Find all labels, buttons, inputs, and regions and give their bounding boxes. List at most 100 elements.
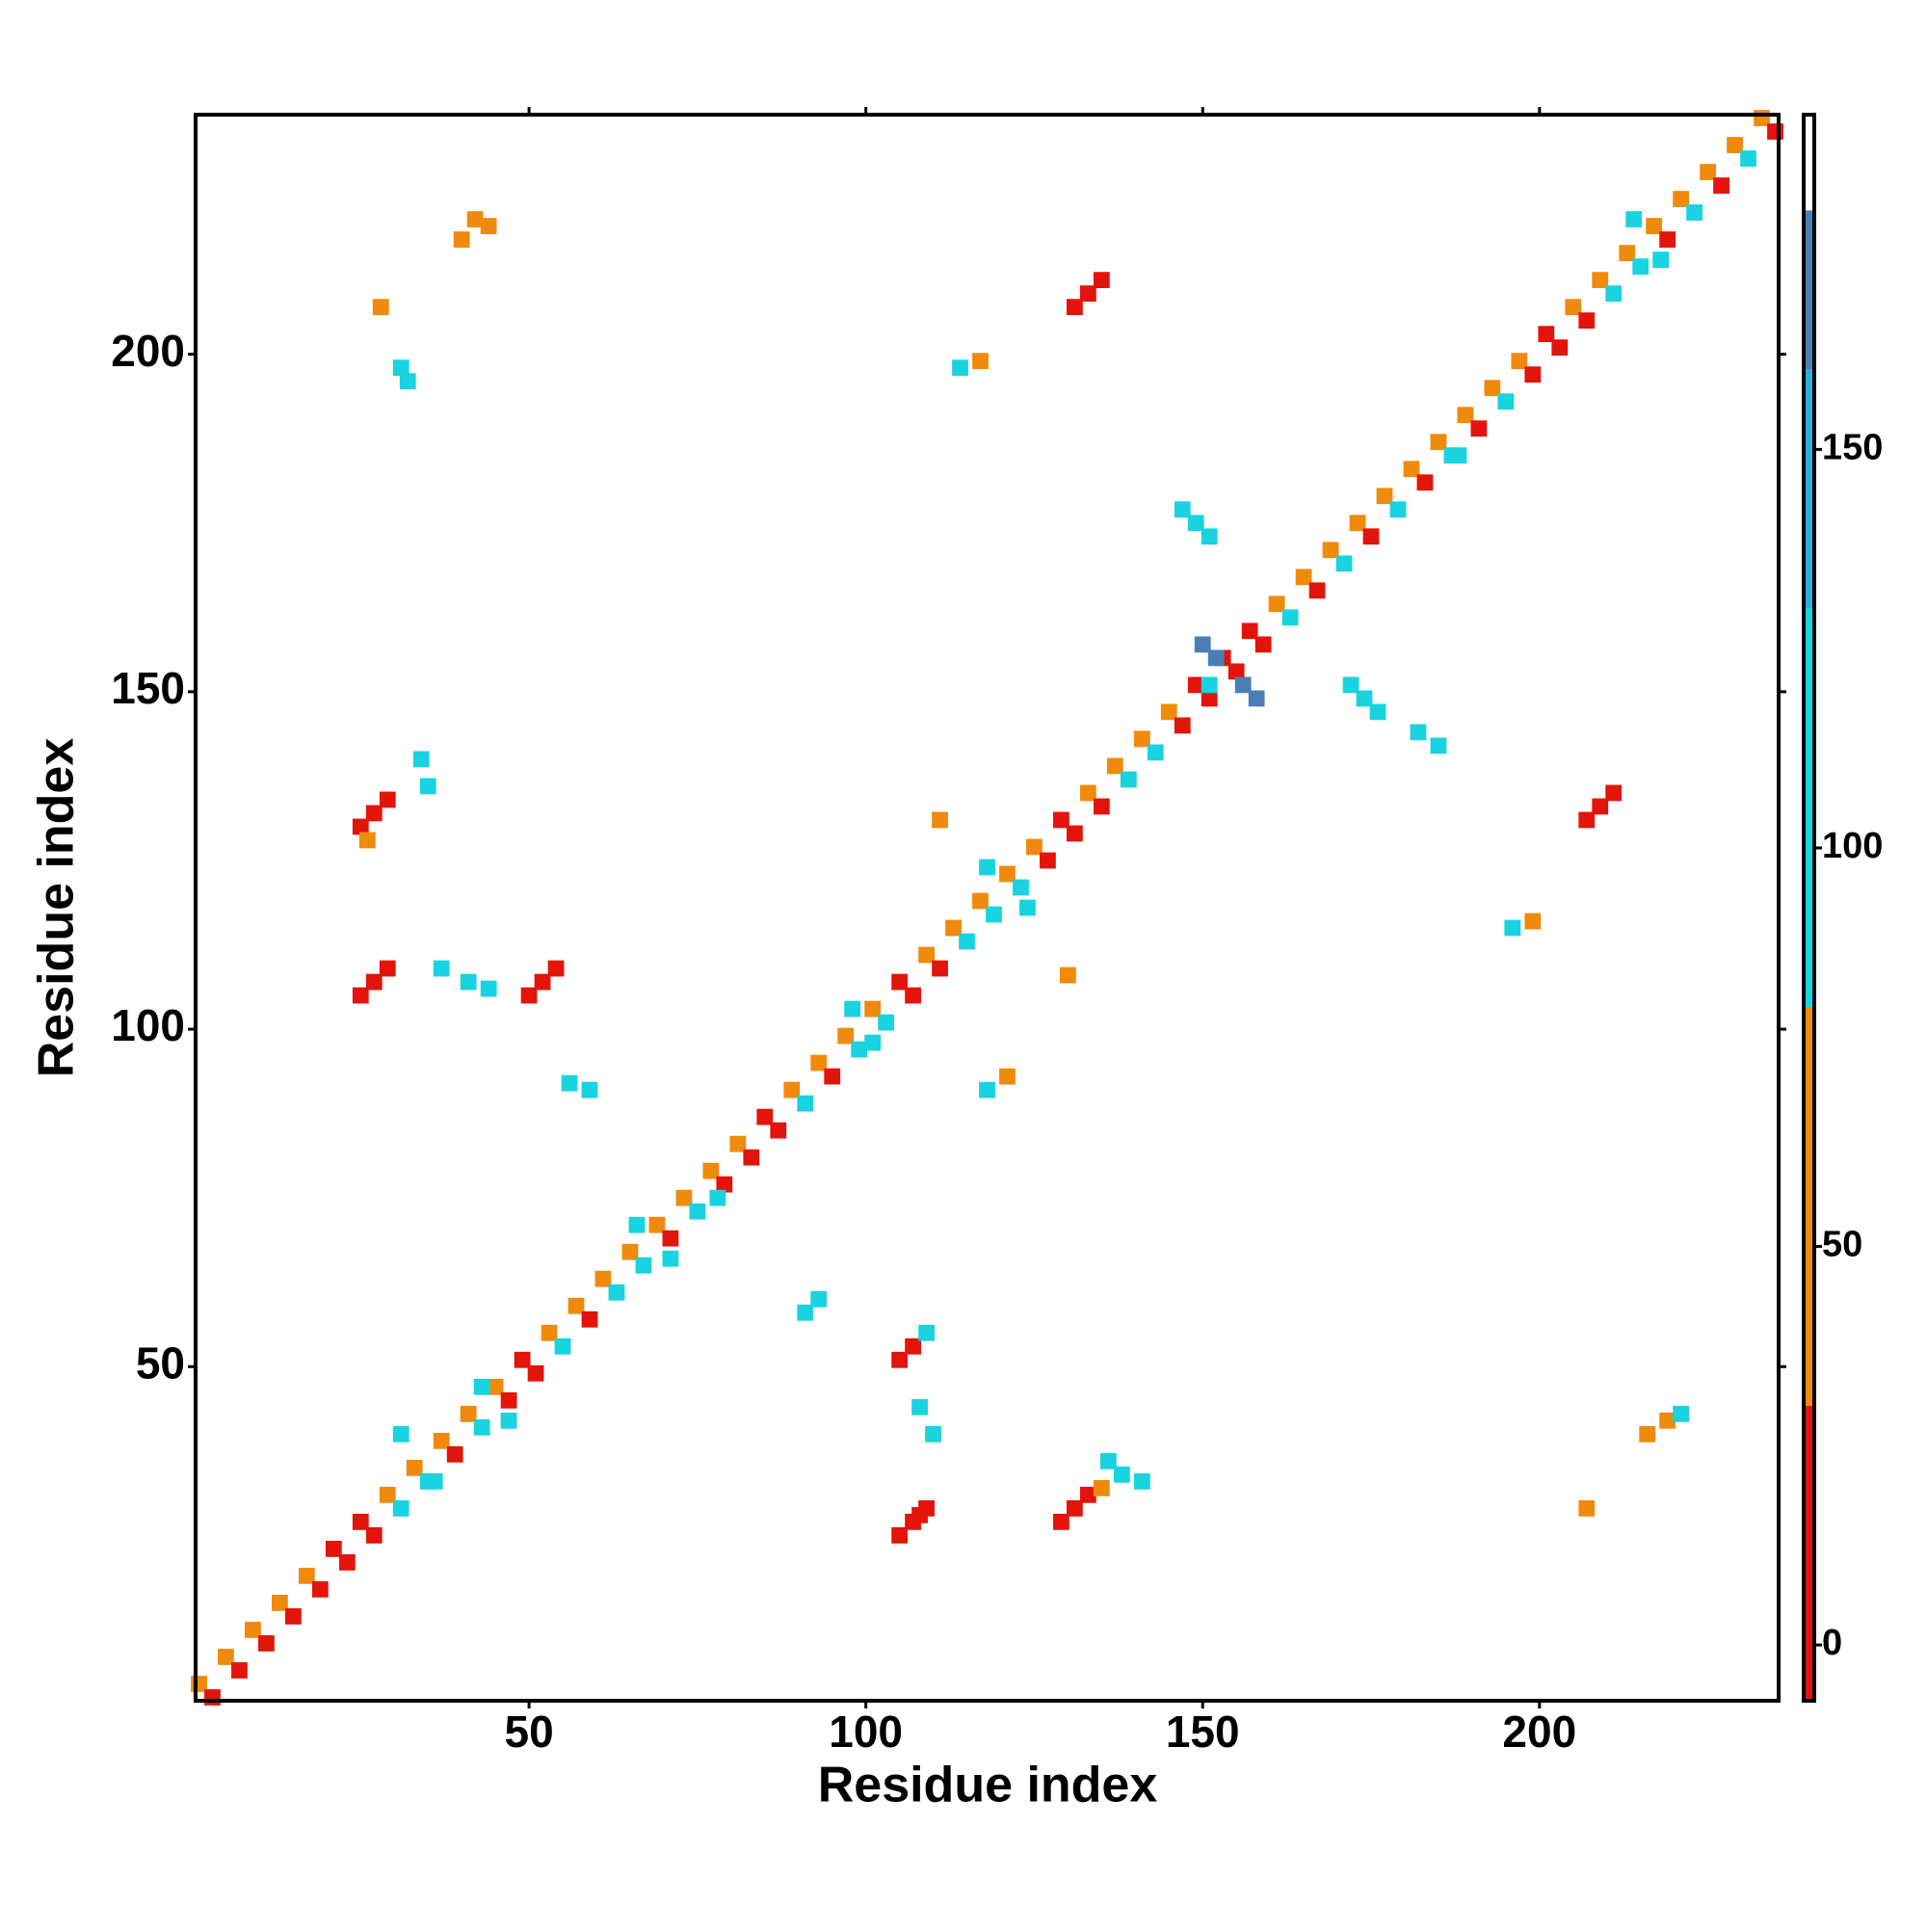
heatmap-cell — [379, 1486, 396, 1503]
heatmap-cell — [365, 805, 383, 822]
heatmap-cell — [1019, 899, 1036, 916]
heatmap-cell — [1053, 811, 1069, 829]
heatmap-cell — [460, 973, 477, 991]
heatmap-cell — [1403, 461, 1420, 478]
colorbar-band — [1804, 1405, 1814, 1701]
heatmap-cell — [1053, 1513, 1069, 1530]
heatmap-cell — [999, 1068, 1016, 1085]
heatmap-cell — [1619, 245, 1636, 261]
heatmap-cell — [419, 778, 436, 795]
heatmap-cell — [1592, 798, 1609, 815]
heatmap-cell — [1356, 690, 1373, 707]
heatmap-cell — [1700, 164, 1716, 180]
heatmap-cell — [426, 1472, 443, 1490]
y-tick-label: 50 — [136, 1337, 185, 1388]
heatmap-cell — [972, 892, 989, 910]
colorbar-band — [1804, 608, 1814, 1008]
heatmap-cell — [1349, 515, 1366, 532]
heatmap-cell — [1470, 420, 1488, 437]
heatmap-cell — [932, 811, 948, 829]
y-tick-label: 200 — [111, 326, 185, 376]
colorbar-tick-label: 0 — [1822, 1623, 1842, 1663]
heatmap-cell — [952, 359, 968, 377]
heatmap-cell — [999, 865, 1016, 883]
heatmap-cell — [1254, 636, 1272, 653]
heatmap-cell — [1430, 434, 1447, 451]
heatmap-cell — [783, 1081, 801, 1098]
heatmap-cell — [298, 1568, 315, 1584]
heatmap-cell — [864, 1034, 882, 1051]
heatmap-cell — [1093, 1479, 1110, 1496]
heatmap-cell — [594, 1270, 612, 1287]
heatmap-cell — [581, 1081, 598, 1098]
x-tick-label: 150 — [1166, 1707, 1240, 1757]
heatmap-cell — [399, 373, 416, 390]
heatmap-cell — [1120, 771, 1137, 788]
heatmap-cell — [325, 1541, 342, 1557]
heatmap-cell — [1686, 204, 1703, 221]
heatmap-cell — [1026, 838, 1043, 856]
heatmap-cell — [1538, 326, 1555, 343]
heatmap-cell — [662, 1230, 679, 1247]
heatmap-cell — [743, 1149, 760, 1166]
heatmap-cell — [1295, 569, 1312, 586]
heatmap-cell — [218, 1649, 234, 1665]
heatmap-cell — [1450, 447, 1467, 464]
heatmap-cell — [905, 1337, 921, 1355]
heatmap-cell — [1322, 542, 1339, 559]
colorbar-tick-label: 50 — [1822, 1225, 1862, 1265]
y-axis-title: Residue index — [29, 738, 85, 1078]
heatmap-cell — [1578, 312, 1596, 330]
heatmap-cell — [797, 1304, 814, 1321]
heatmap-cell — [547, 960, 565, 977]
heatmap-cell — [568, 1297, 585, 1314]
heatmap-cell — [770, 1122, 787, 1139]
heatmap-cell — [675, 1189, 693, 1206]
heatmap-cell — [986, 906, 1002, 923]
heatmap-cell — [1187, 676, 1204, 694]
heatmap-cell — [338, 1554, 356, 1571]
heatmap-cell — [1551, 339, 1569, 357]
colorbar-frame — [1802, 113, 1816, 1703]
heatmap-cell — [365, 973, 383, 991]
heatmap-cell — [1639, 1425, 1656, 1442]
heatmap-cell — [1335, 555, 1353, 572]
heatmap-cell — [1767, 123, 1783, 140]
heatmap-cell — [473, 1418, 490, 1436]
heatmap-cell — [837, 1027, 855, 1045]
heatmap-cell — [527, 1364, 544, 1382]
heatmap-cell — [1201, 528, 1218, 545]
heatmap-cell — [231, 1662, 248, 1679]
heatmap-cell — [1099, 1452, 1117, 1469]
heatmap-cell — [352, 1513, 369, 1530]
heatmap-cell — [1727, 137, 1743, 153]
heatmap-cell — [433, 1432, 450, 1449]
heatmap-cell — [487, 1378, 504, 1395]
heatmap-cell — [1093, 272, 1110, 288]
heatmap-cell — [1281, 609, 1299, 626]
heatmap-cell — [1013, 879, 1029, 896]
heatmap-cell — [392, 1425, 409, 1442]
heatmap-cell — [480, 980, 497, 997]
x-tick-label: 50 — [504, 1707, 553, 1757]
heatmap-cell — [1504, 919, 1521, 937]
heatmap-cell — [925, 1425, 941, 1442]
heatmap-cell — [1066, 825, 1083, 842]
heatmap-cell — [608, 1284, 625, 1301]
heatmap-cell — [1410, 724, 1427, 741]
heatmap-cell — [945, 919, 962, 937]
heatmap-cell — [412, 751, 430, 768]
heatmap-cell — [1713, 177, 1729, 194]
heatmap-cell — [979, 1081, 995, 1098]
heatmap-cell — [689, 1203, 706, 1220]
heatmap-cell — [1632, 258, 1650, 275]
heatmap-cell — [824, 1068, 841, 1085]
heatmap-cell — [352, 987, 369, 1004]
heatmap-cell — [1625, 211, 1643, 227]
heatmap-cell — [911, 1506, 928, 1523]
heatmap-cell — [1652, 251, 1670, 268]
y-tick-label: 150 — [111, 663, 185, 713]
heatmap-cell — [1308, 582, 1326, 599]
plot-frame — [194, 113, 1781, 1703]
